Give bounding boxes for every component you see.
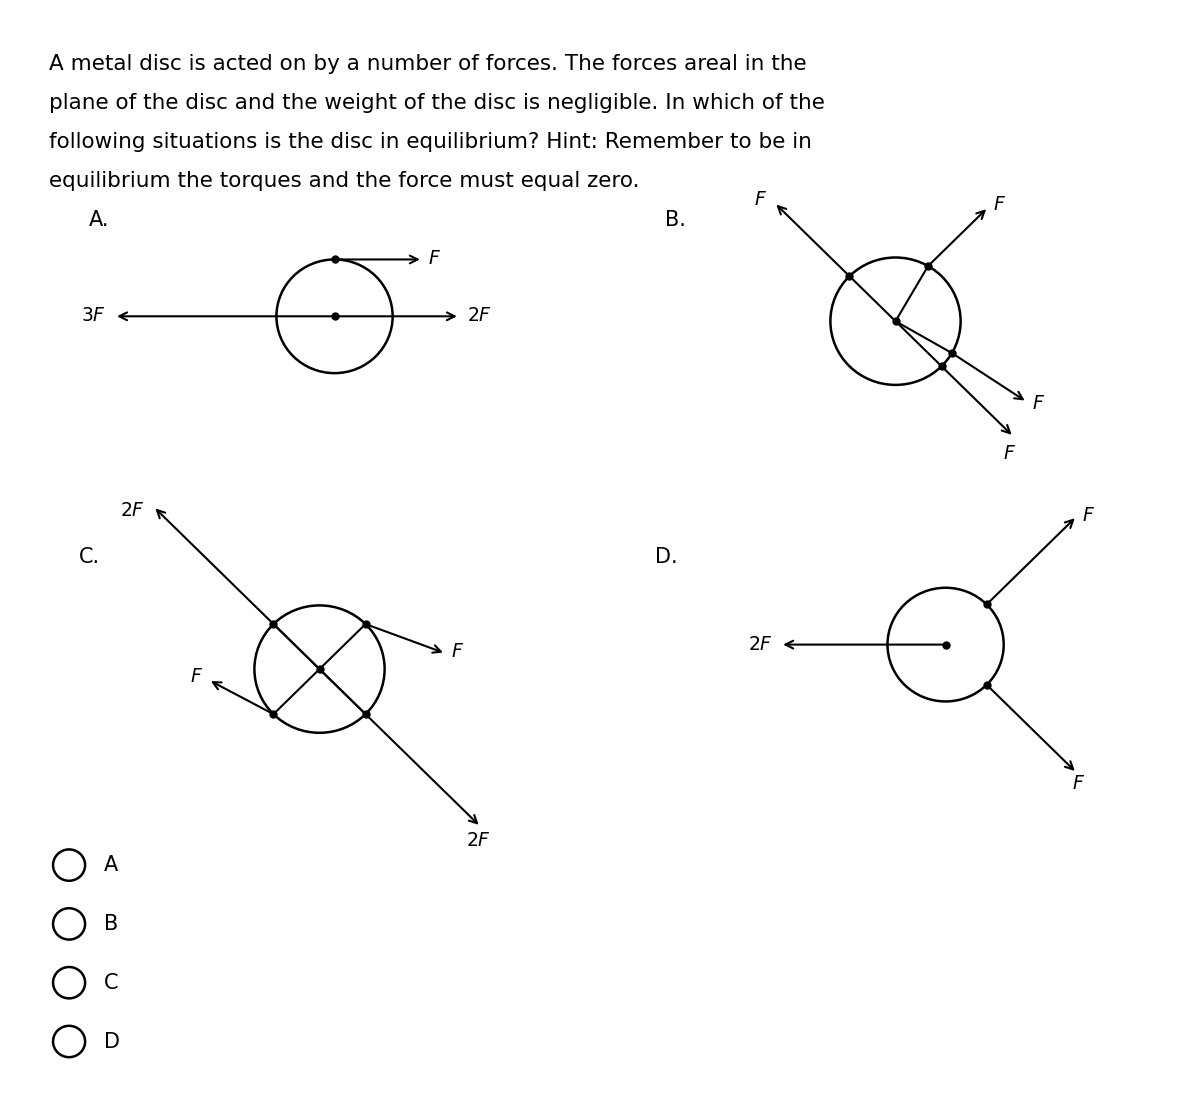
Text: $F$: $F$: [1003, 445, 1016, 463]
Text: $F$: $F$: [1032, 395, 1045, 413]
Text: A metal disc is acted on by a number of forces. The forces areal in the: A metal disc is acted on by a number of …: [49, 54, 806, 74]
Text: $2F$: $2F$: [749, 636, 773, 653]
Text: A: A: [104, 855, 119, 875]
Text: $F$: $F$: [427, 251, 440, 269]
Text: $F$: $F$: [451, 642, 463, 660]
Text: B: B: [104, 914, 119, 934]
Text: B.: B.: [665, 211, 686, 231]
Text: $2F$: $2F$: [467, 308, 492, 326]
Text: $F$: $F$: [994, 196, 1006, 214]
Text: D.: D.: [655, 546, 678, 566]
Text: plane of the disc and the weight of the disc is negligible. In which of the: plane of the disc and the weight of the …: [49, 93, 824, 113]
Text: $F$: $F$: [1072, 775, 1085, 793]
Text: $2F$: $2F$: [120, 503, 145, 521]
Text: D: D: [104, 1031, 120, 1051]
Text: equilibrium the torques and the force must equal zero.: equilibrium the torques and the force mu…: [49, 172, 640, 192]
Text: C.: C.: [79, 546, 101, 566]
Text: $3F$: $3F$: [82, 308, 106, 326]
Text: $F$: $F$: [1082, 507, 1094, 525]
Text: $2F$: $2F$: [466, 832, 491, 850]
Text: $F$: $F$: [191, 668, 203, 686]
Text: A.: A.: [89, 211, 109, 231]
Text: following situations is the disc in equilibrium? Hint: Remember to be in: following situations is the disc in equi…: [49, 132, 812, 152]
Text: $F$: $F$: [755, 191, 767, 209]
Text: C: C: [104, 972, 119, 992]
